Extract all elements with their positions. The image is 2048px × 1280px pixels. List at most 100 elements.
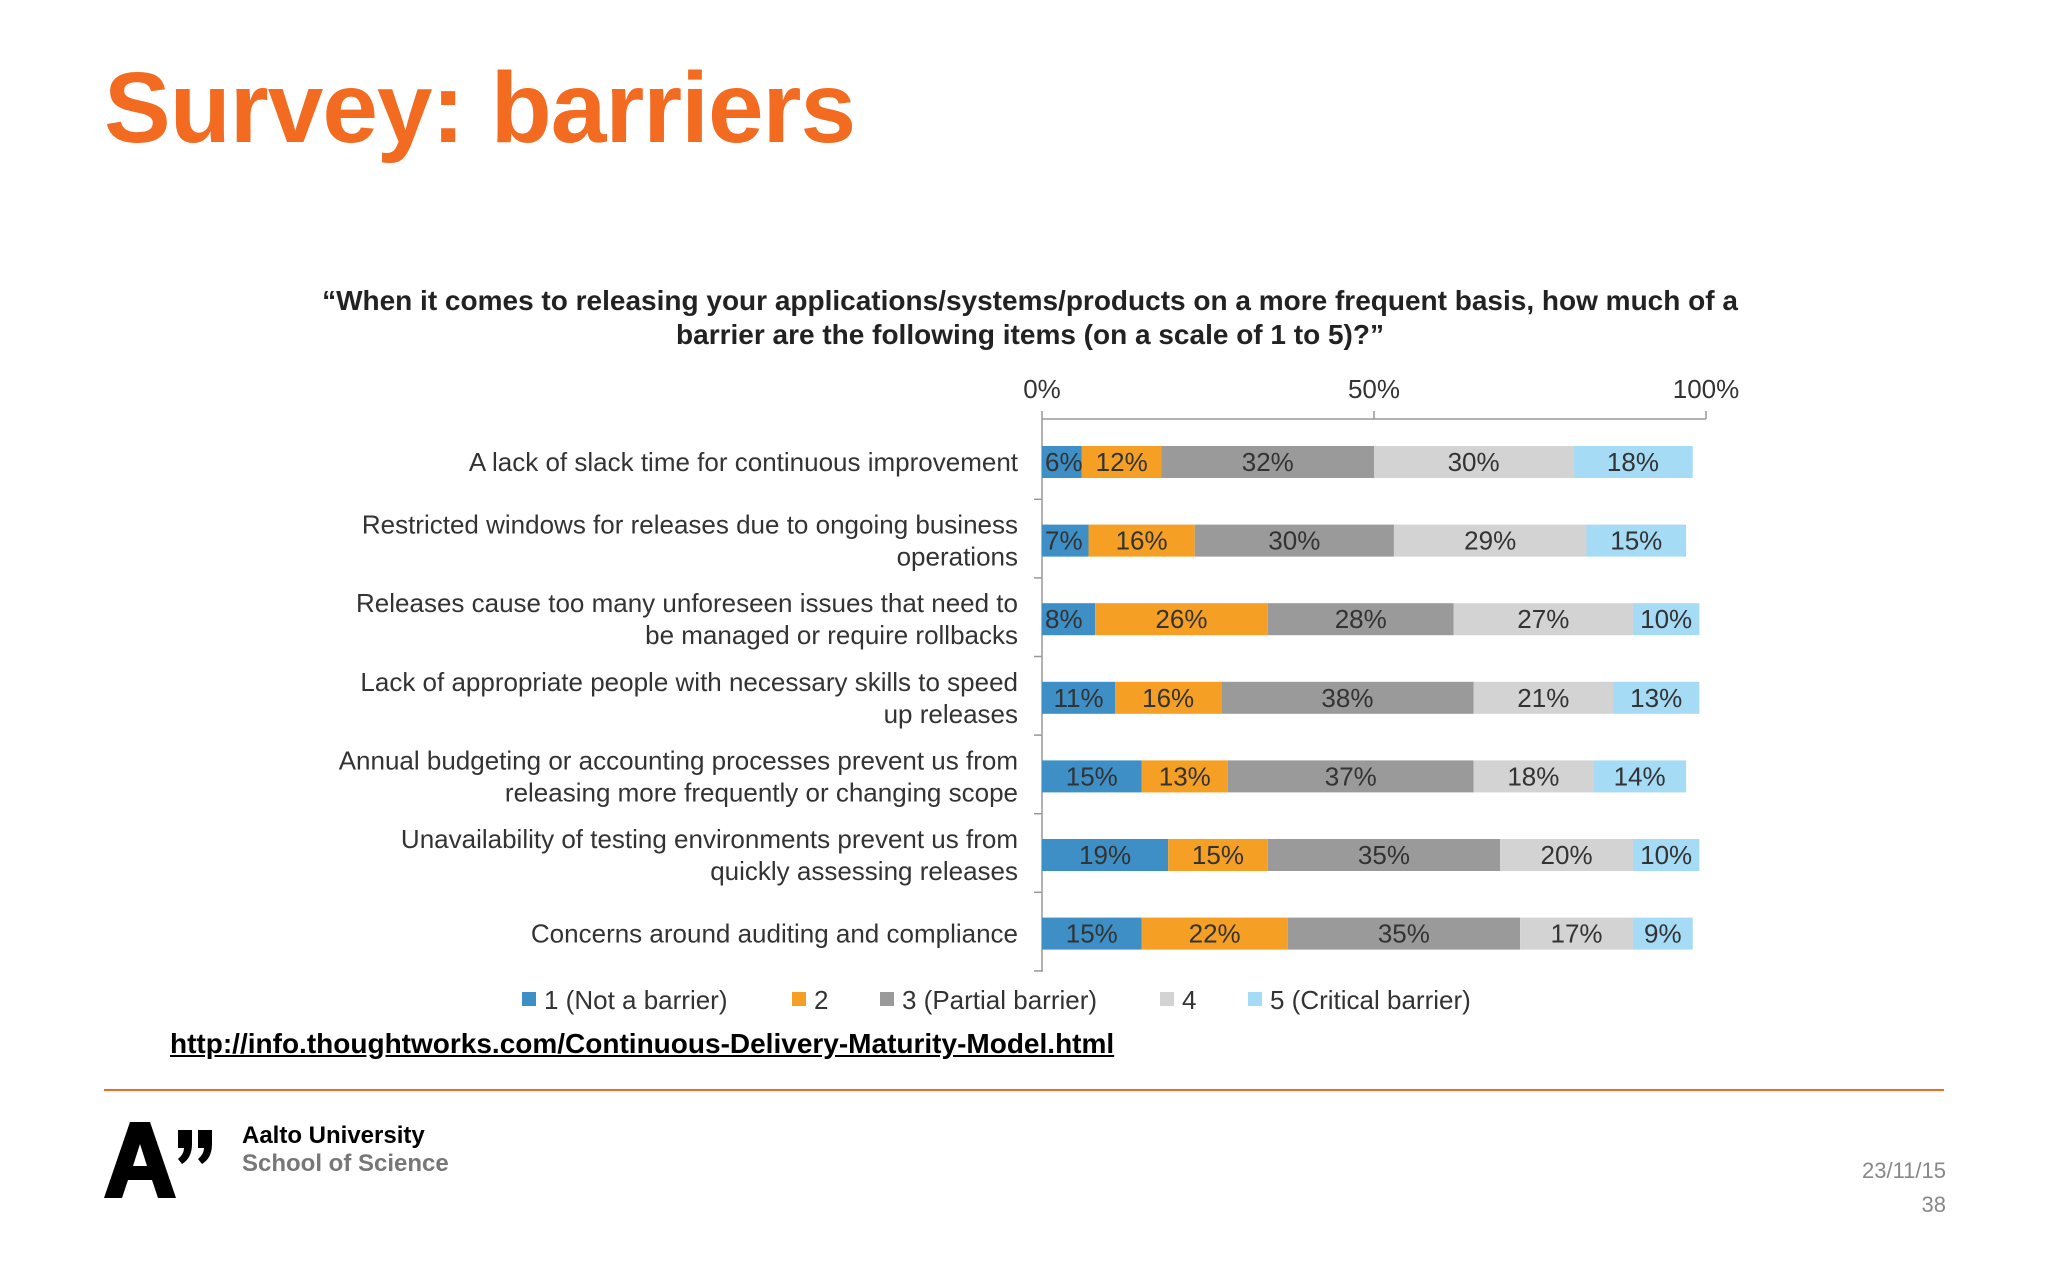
bar-segment bbox=[1613, 681, 1700, 714]
bar-segment bbox=[1141, 760, 1228, 793]
slide-date: 23/11/15 bbox=[1861, 1158, 1946, 1183]
category-label: Lack of appropriate people with necessar… bbox=[360, 667, 1018, 697]
legend-label: 3 (Partial barrier) bbox=[902, 985, 1097, 1015]
data-label: 16% bbox=[1116, 526, 1168, 556]
bar-segment bbox=[1267, 839, 1501, 871]
bar-segment bbox=[1287, 917, 1521, 950]
slide-title: Survey: barriers bbox=[104, 52, 856, 164]
legend-swatch bbox=[522, 992, 536, 1006]
bar-segment bbox=[1586, 524, 1687, 557]
category-label: Restricted windows for releases due to o… bbox=[362, 510, 1018, 540]
category-label: up releases bbox=[884, 699, 1018, 729]
data-label: 13% bbox=[1159, 761, 1211, 791]
data-label: 10% bbox=[1640, 840, 1692, 870]
bar-segment bbox=[1042, 446, 1082, 478]
data-label: 30% bbox=[1268, 526, 1320, 556]
bar-segment bbox=[1520, 917, 1633, 950]
bar-segment bbox=[1267, 603, 1454, 636]
bar-segment bbox=[1141, 917, 1288, 950]
category-label: operations bbox=[897, 542, 1018, 572]
bar-segment bbox=[1115, 681, 1222, 714]
legend-swatch bbox=[1248, 992, 1262, 1006]
bar-segment bbox=[1168, 839, 1268, 871]
bar-segment bbox=[1042, 603, 1096, 636]
bar-segment bbox=[1632, 603, 1700, 636]
category-label: Unavailability of testing environments p… bbox=[401, 824, 1018, 854]
x-tick-label: 0% bbox=[1023, 374, 1061, 404]
legend-label: 5 (Critical barrier) bbox=[1270, 985, 1471, 1015]
data-label: 19% bbox=[1079, 840, 1131, 870]
category-label: releasing more frequently or changing sc… bbox=[505, 777, 1018, 807]
data-label: 29% bbox=[1464, 526, 1516, 556]
data-label: 32% bbox=[1242, 447, 1294, 477]
legend-swatch bbox=[1160, 992, 1174, 1006]
x-tick-label: 100% bbox=[1673, 374, 1740, 404]
data-label: 6% bbox=[1045, 447, 1083, 477]
data-label: 21% bbox=[1517, 683, 1569, 713]
bar-segment bbox=[1473, 681, 1614, 714]
data-label: 9% bbox=[1644, 919, 1682, 949]
data-label: 37% bbox=[1325, 761, 1377, 791]
bar-segment bbox=[1095, 603, 1268, 636]
bar-segment bbox=[1221, 681, 1474, 714]
data-label: 15% bbox=[1610, 526, 1662, 556]
category-label: Annual budgeting or accounting processes… bbox=[339, 745, 1018, 775]
bar-segment bbox=[1042, 917, 1142, 950]
bar-segment bbox=[1042, 839, 1169, 871]
category-label: be managed or require rollbacks bbox=[645, 620, 1018, 650]
data-label: 7% bbox=[1045, 526, 1083, 556]
data-label: 22% bbox=[1189, 919, 1241, 949]
bar-segment bbox=[1593, 760, 1687, 793]
data-label: 15% bbox=[1066, 761, 1118, 791]
university-name: Aalto University bbox=[242, 1122, 425, 1149]
data-label: 18% bbox=[1507, 761, 1559, 791]
data-label: 10% bbox=[1640, 604, 1692, 634]
bar-segment bbox=[1081, 446, 1162, 478]
category-label: Concerns around auditing and compliance bbox=[531, 919, 1018, 949]
slide-number: 38 bbox=[1921, 1192, 1946, 1217]
bar-segment bbox=[1393, 524, 1587, 557]
data-label: 38% bbox=[1321, 683, 1373, 713]
bar-segment bbox=[1453, 603, 1633, 636]
bar-segment bbox=[1500, 839, 1633, 871]
data-label: 30% bbox=[1448, 447, 1500, 477]
data-label: 35% bbox=[1378, 919, 1430, 949]
data-label: 20% bbox=[1541, 840, 1593, 870]
data-label: 27% bbox=[1517, 604, 1569, 634]
legend-label: 2 bbox=[814, 985, 828, 1015]
category-label: A lack of slack time for continuous impr… bbox=[469, 447, 1019, 477]
data-label: 8% bbox=[1045, 604, 1083, 634]
legend-label: 4 bbox=[1182, 985, 1196, 1015]
bar-segment bbox=[1573, 446, 1693, 478]
data-label: 16% bbox=[1142, 683, 1194, 713]
bar-segment bbox=[1042, 524, 1089, 557]
data-label: 14% bbox=[1614, 761, 1666, 791]
source-link[interactable]: http://info.thoughtworks.com/Continuous-… bbox=[170, 1028, 1115, 1059]
x-tick-label: 50% bbox=[1348, 374, 1400, 404]
data-label: 35% bbox=[1358, 840, 1410, 870]
bar-segment bbox=[1227, 760, 1474, 793]
footer-divider bbox=[104, 1089, 1944, 1091]
data-label: 15% bbox=[1066, 919, 1118, 949]
category-label: Releases cause too many unforeseen issue… bbox=[356, 588, 1018, 618]
bar-segment bbox=[1473, 760, 1594, 793]
bar-segment bbox=[1042, 760, 1142, 793]
bar-segment bbox=[1632, 917, 1693, 950]
data-label: 26% bbox=[1155, 604, 1207, 634]
aalto-logo bbox=[104, 1122, 212, 1198]
bar-segment bbox=[1042, 681, 1116, 714]
data-label: 11% bbox=[1053, 683, 1103, 713]
legend-swatch bbox=[792, 992, 806, 1006]
legend-swatch bbox=[880, 992, 894, 1006]
bar-segment bbox=[1374, 446, 1574, 478]
data-label: 13% bbox=[1630, 683, 1682, 713]
chart-title: “When it comes to releasing your applica… bbox=[322, 285, 1738, 350]
data-label: 12% bbox=[1096, 447, 1148, 477]
data-label: 15% bbox=[1192, 840, 1244, 870]
bar-segment bbox=[1194, 524, 1394, 557]
legend-label: 1 (Not a barrier) bbox=[544, 985, 728, 1015]
school-name: School of Science bbox=[242, 1150, 449, 1177]
bar-segment bbox=[1161, 446, 1374, 478]
data-label: 28% bbox=[1335, 604, 1387, 634]
